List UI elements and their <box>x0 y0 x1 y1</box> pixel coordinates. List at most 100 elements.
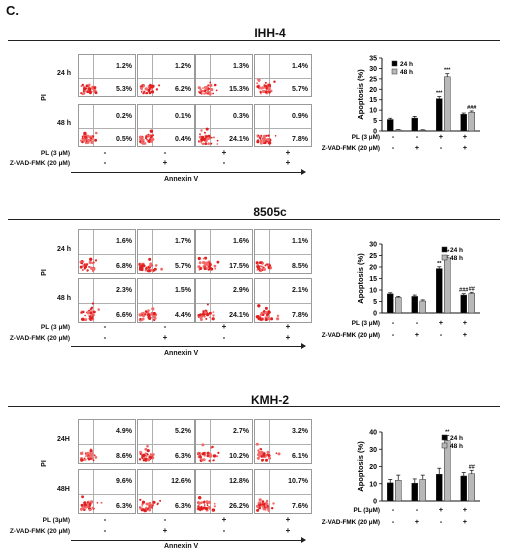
quadrant-gate-vertical <box>210 279 211 322</box>
quadrant-gate-horizontal <box>79 494 135 495</box>
quadrant-gate-horizontal <box>196 254 252 255</box>
cell-dot <box>144 87 148 91</box>
cell-dot <box>276 314 280 317</box>
flow-cytometry-plot: 1.2% 5.3% <box>78 54 136 97</box>
cell-dot <box>97 308 100 311</box>
cell-dot <box>261 500 265 503</box>
y-axis-label: Apoptosis (%) <box>356 441 365 492</box>
treatment-sign: + <box>221 515 227 524</box>
y-tick-label: 5 <box>373 299 377 306</box>
cell-dot <box>82 260 85 263</box>
significance-label: *** <box>444 68 451 74</box>
cell-dot <box>87 500 90 503</box>
cell-population-dots <box>138 257 163 273</box>
treatment-sign: - <box>416 132 419 141</box>
treatment-sign: - <box>163 515 167 524</box>
cell-dot <box>212 454 217 458</box>
y-tick-label: 10 <box>369 288 377 295</box>
cell-dot <box>147 309 150 312</box>
cell-dot <box>141 136 144 139</box>
quadrant-gate-horizontal <box>138 444 194 445</box>
cell-dot <box>92 459 95 462</box>
lower-right-percent: 24.1% <box>229 312 249 319</box>
cell-dot <box>198 496 202 500</box>
cell-dot <box>140 91 143 93</box>
cell-dot <box>266 505 269 508</box>
treatment-sign: - <box>416 505 419 514</box>
y-tick-label: 15 <box>369 97 377 104</box>
cell-population-dots <box>139 83 161 95</box>
flow-cytometry-plot: 1.1% 8.5% <box>254 229 312 274</box>
treatment-sign: - <box>103 148 107 157</box>
treatment-label: PL (3 μM) <box>40 324 70 331</box>
cell-dot <box>259 141 263 145</box>
flow-cytometry-plot: 1.5% 4.4% <box>137 278 195 323</box>
cell-dot <box>206 313 210 317</box>
cell-dot <box>205 127 209 131</box>
annexin-arrow <box>71 537 306 543</box>
cell-dot <box>148 141 151 144</box>
cell-dot <box>204 142 208 145</box>
cell-dot <box>197 256 201 261</box>
x-axis-label: Annexin V <box>164 176 199 183</box>
quadrant-gate-horizontal <box>255 303 311 304</box>
cell-dot <box>267 454 271 458</box>
legend-label: 24 h <box>450 435 463 442</box>
cell-dot <box>199 318 203 321</box>
cell-dot <box>147 313 151 317</box>
cell-dot <box>149 83 152 87</box>
panel-title: 8505c <box>253 205 287 219</box>
cell-dot <box>139 498 142 501</box>
lower-right-percent: 0.5% <box>116 136 132 143</box>
cell-dot <box>264 311 268 314</box>
cell-dot <box>206 451 210 455</box>
legend-label: 24 h <box>450 247 463 254</box>
cell-dot <box>148 138 151 141</box>
cell-dot <box>206 504 209 507</box>
lower-right-percent: 6.3% <box>175 453 191 460</box>
cell-dot <box>158 84 161 87</box>
cell-dot <box>258 498 262 502</box>
cell-dot <box>87 312 89 315</box>
cell-dot <box>260 87 263 90</box>
significance-label: ** <box>437 261 442 267</box>
lower-right-percent: 8.5% <box>292 263 308 270</box>
flow-cytometry-plot: 1.2% 6.2% <box>137 54 195 97</box>
cell-dot <box>203 92 206 95</box>
treatment-sign: + <box>285 333 291 342</box>
cell-dot <box>267 310 271 313</box>
row-label: 24H <box>57 435 70 443</box>
cell-dot <box>142 314 145 317</box>
cell-dot <box>139 453 142 455</box>
quadrant-gate-horizontal <box>138 303 194 304</box>
cell-dot <box>208 266 212 270</box>
cell-dot <box>267 266 271 269</box>
cell-dot <box>91 302 94 305</box>
cell-dot <box>92 267 96 271</box>
cell-dot <box>208 92 212 96</box>
flow-cytometry-plot: 2.1% 7.8% <box>254 278 312 323</box>
cell-population-dots <box>197 303 215 321</box>
cell-dot <box>259 138 262 140</box>
cell-population-dots <box>197 81 218 96</box>
cell-dot <box>153 316 157 320</box>
cell-population-dots <box>80 83 98 96</box>
cell-dot <box>265 458 268 462</box>
cell-dot <box>216 143 219 145</box>
cell-dot <box>273 80 276 83</box>
cell-dot <box>260 448 263 451</box>
treatment-sign: - <box>392 318 395 327</box>
cell-population-dots <box>139 498 162 513</box>
cell-dot <box>143 90 146 93</box>
cell-dot <box>91 86 95 90</box>
treatment-sign: + <box>285 515 291 524</box>
cell-dot <box>138 135 142 139</box>
cell-dot <box>198 261 202 265</box>
cell-dot <box>201 135 205 139</box>
cell-population-dots <box>80 495 103 512</box>
cell-dot <box>258 506 261 510</box>
upper-right-percent: 1.2% <box>116 63 132 70</box>
quadrant-gate-vertical <box>269 279 270 322</box>
upper-right-percent: 0.9% <box>292 113 308 120</box>
quadrant-gate-vertical <box>152 279 153 322</box>
